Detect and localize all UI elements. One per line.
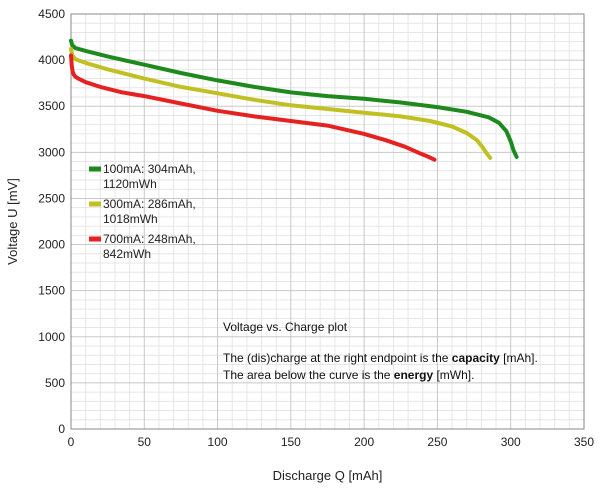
annotation-line-capacity: The (dis)charge at the right endpoint is…	[223, 351, 538, 365]
x-tick-label: 300	[501, 435, 521, 449]
annotation-line2-post: [mWh].	[433, 368, 474, 382]
legend-entry-300mA-line1: 300mA: 286mAh,	[103, 197, 196, 211]
x-tick-label: 150	[281, 435, 301, 449]
annotation-title: Voltage vs. Charge plot	[223, 320, 348, 334]
annotation-line2-pre: The area below the curve is the	[223, 368, 394, 382]
x-axis-label: Discharge Q [mAh]	[273, 468, 383, 483]
y-tick-label: 2000	[38, 238, 65, 252]
x-axis-ticks: 0 50 100 150 200 250 300 350	[68, 435, 595, 449]
y-tick-label: 500	[45, 376, 65, 390]
x-tick-label: 100	[208, 435, 228, 449]
y-tick-label: 4000	[38, 53, 65, 67]
annotation-note: Voltage vs. Charge plot The (dis)charge …	[223, 320, 538, 382]
annotation-line2-bold: energy	[394, 368, 434, 382]
legend-entry-700mA-line1: 700mA: 248mAh,	[103, 232, 196, 246]
plot-area-frame	[70, 13, 585, 430]
y-axis-ticks: 0 500 1000 1500 2000 2500 3000 3500 4000 4500	[38, 7, 65, 436]
x-tick-label: 0	[68, 435, 75, 449]
series-line-700mA	[69, 53, 437, 162]
y-tick-label: 4500	[38, 7, 65, 21]
series-lines	[69, 38, 519, 162]
x-tick-label: 50	[138, 435, 152, 449]
y-tick-label: 1500	[38, 284, 65, 298]
legend: 100mA: 304mAh,1120mWh 300mA: 286mAh,1018m…	[89, 162, 196, 261]
x-tick-label: 350	[574, 435, 594, 449]
series-line-100mA	[69, 38, 519, 159]
annotation-line1-pre: The (dis)charge at the right endpoint is…	[223, 351, 452, 365]
legend-entry-100mA-line1: 100mA: 304mAh,	[103, 162, 196, 176]
legend-entry-700mA-line2: 842mWh	[103, 247, 151, 261]
minor-gridlines	[71, 14, 584, 429]
y-tick-label: 0	[58, 422, 65, 436]
series-line-300mA	[69, 47, 493, 160]
x-tick-label: 250	[427, 435, 447, 449]
y-axis-label: Voltage U [mV]	[5, 178, 20, 265]
y-tick-label: 2500	[38, 191, 65, 205]
annotation-line1-post: [mAh].	[500, 351, 538, 365]
x-tick-label: 200	[354, 435, 374, 449]
y-tick-label: 3000	[38, 145, 65, 159]
y-tick-label: 3500	[38, 99, 65, 113]
legend-entry-300mA-line2: 1018mWh	[103, 212, 158, 226]
legend-entry-100mA-line2: 1120mWh	[103, 177, 157, 191]
y-tick-label: 1000	[38, 330, 65, 344]
annotation-line-energy: The area below the curve is the energy […	[223, 368, 474, 382]
annotation-line1-bold: capacity	[452, 351, 500, 365]
